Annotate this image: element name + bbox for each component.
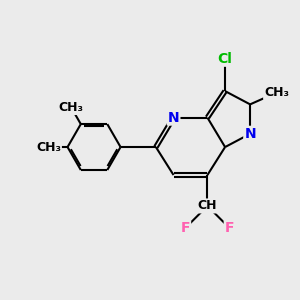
- Text: CH₃: CH₃: [59, 101, 84, 114]
- Text: N: N: [168, 111, 179, 124]
- Text: CH₃: CH₃: [36, 141, 61, 154]
- Text: F: F: [225, 221, 234, 235]
- Text: N: N: [244, 127, 256, 141]
- Text: Cl: Cl: [218, 52, 232, 66]
- Text: F: F: [181, 221, 190, 235]
- Text: CH₃: CH₃: [264, 86, 289, 99]
- Text: CH: CH: [198, 200, 217, 212]
